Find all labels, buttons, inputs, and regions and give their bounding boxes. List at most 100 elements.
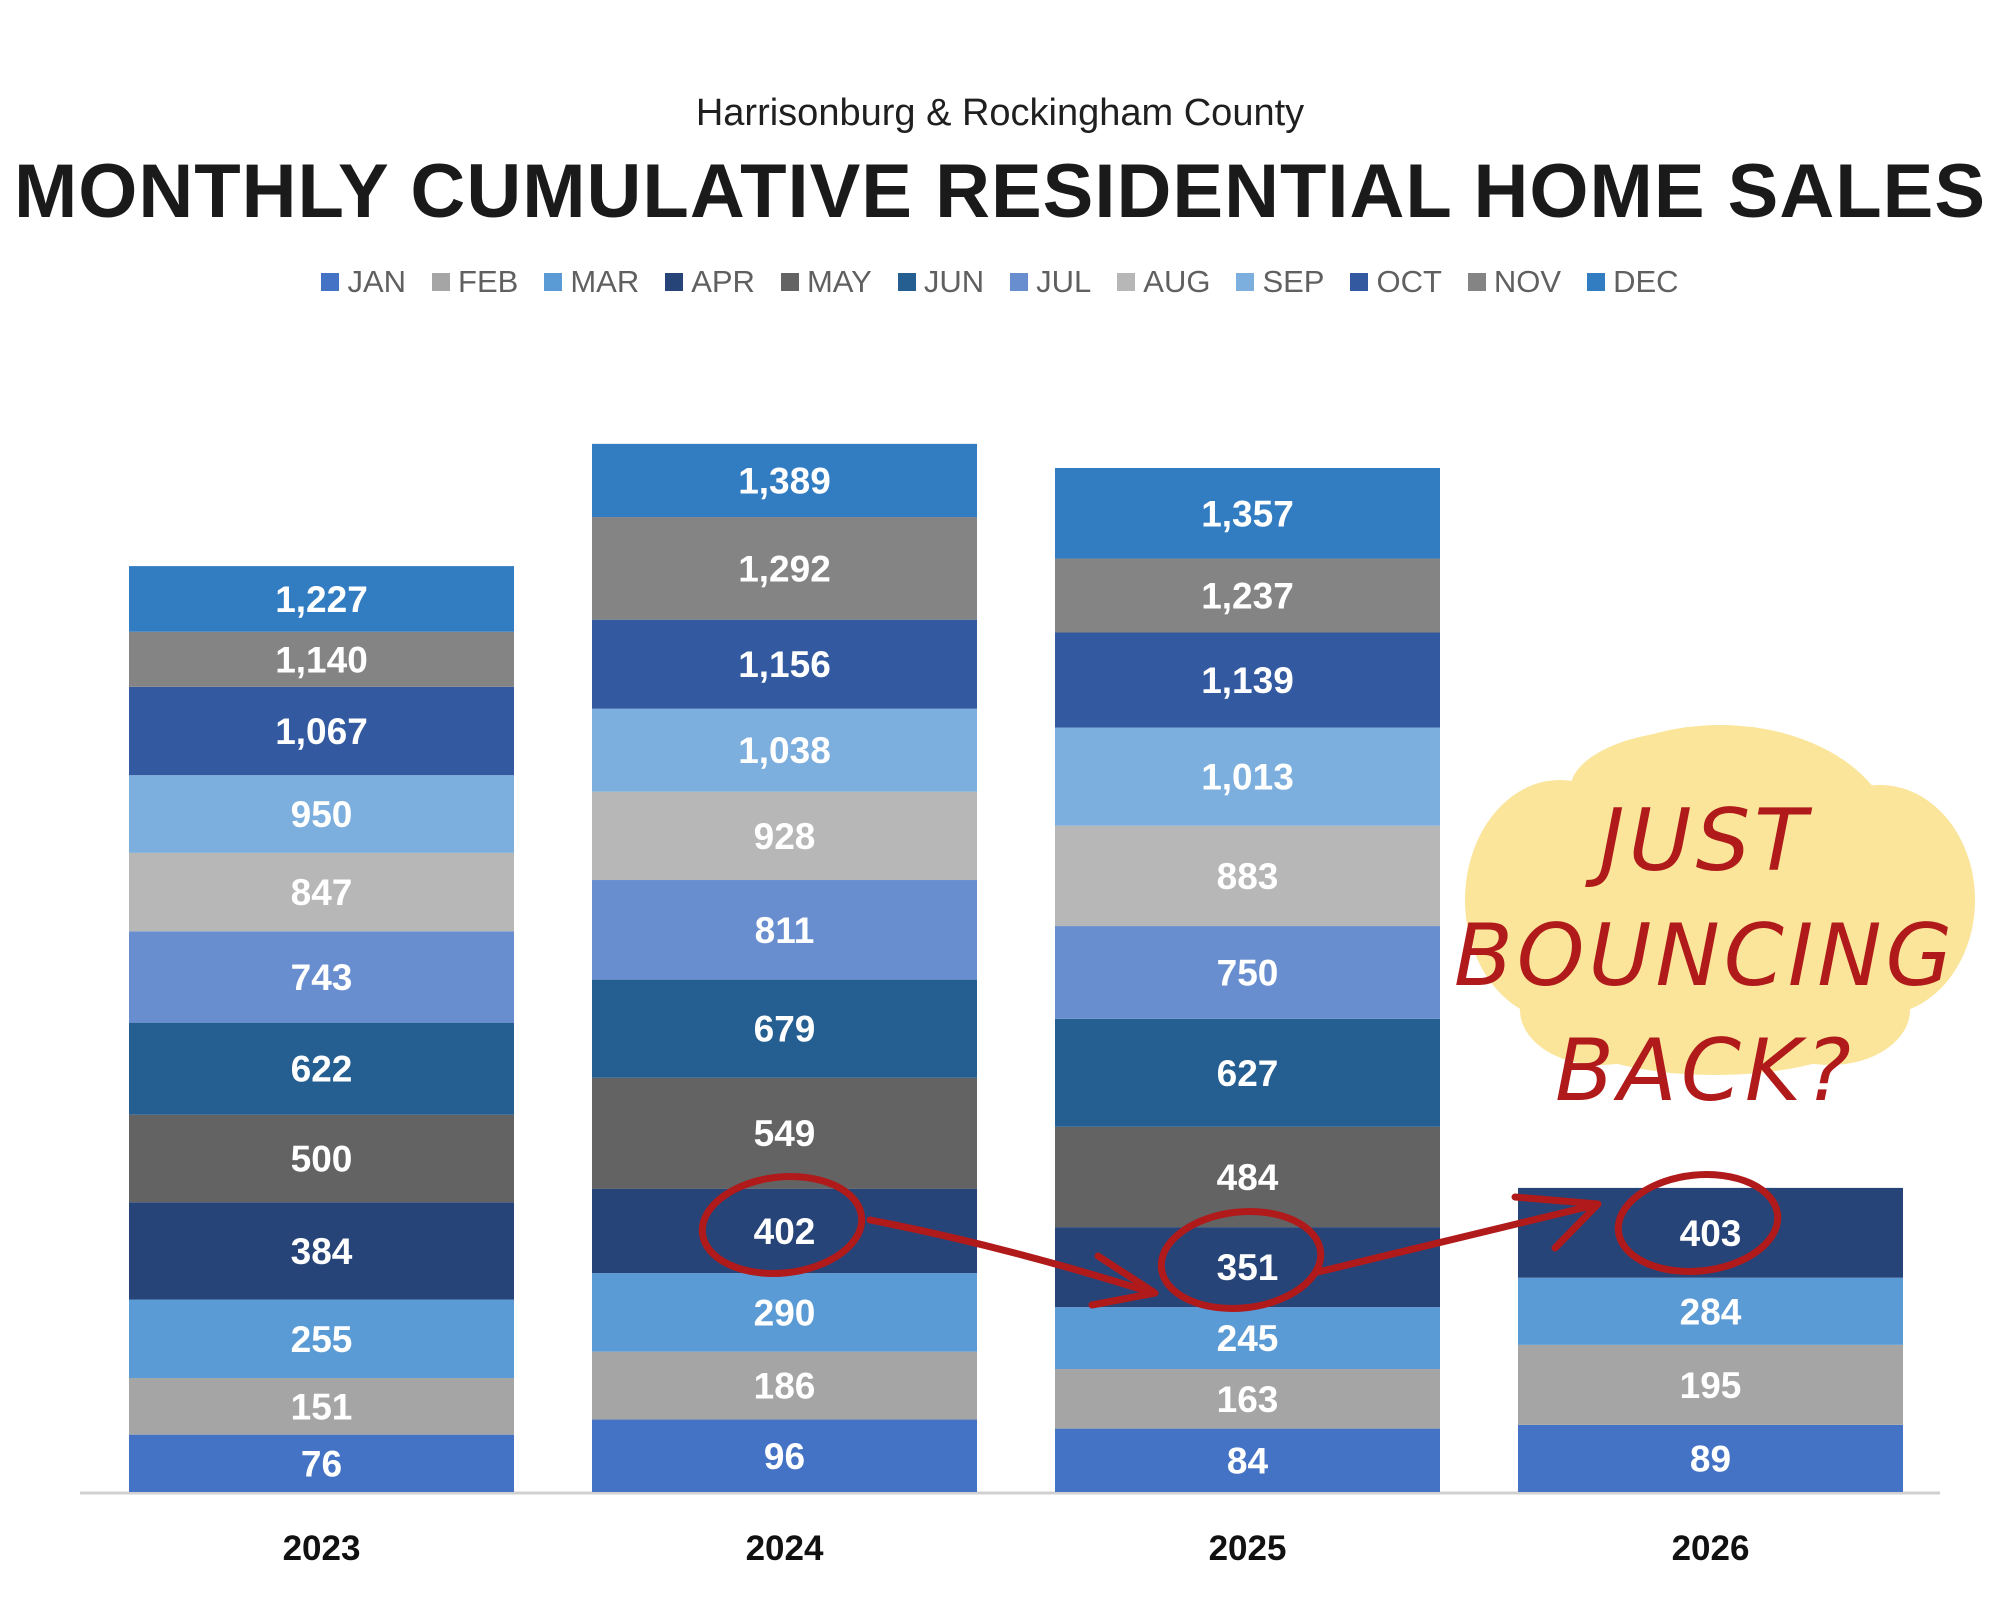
annotation-bubble [1465,725,1975,1075]
legend-swatch [780,273,799,291]
bar-segment-2023-jan [129,1434,514,1492]
legend-label: JAN [347,264,407,299]
bar-segment-2024-mar [592,1273,977,1352]
data-label-2025-dec: 1,357 [1201,493,1294,534]
bar-segment-2025-mar [1055,1307,1440,1370]
bar-segment-2023-dec [129,566,514,632]
data-label-2024-oct: 1,156 [738,644,831,685]
legend-swatch [544,273,563,291]
legend-label: SEP [1262,264,1325,299]
data-label-2023-jun: 622 [291,1049,353,1090]
data-label-2026-apr: 403 [1680,1213,1742,1254]
legend-item-sep: SEP [1236,264,1324,300]
legend-swatch [1236,273,1255,291]
data-label-2024-jan: 96 [764,1436,805,1477]
annotation-text-line-1: JUST [1584,791,1813,891]
legend-item-apr: APR [665,264,755,300]
legend-swatch [321,273,340,291]
legend-item-may: MAY [780,264,872,300]
legend-swatch [897,273,916,291]
bar-segment-2024-nov [592,517,977,620]
data-label-2025-may: 484 [1217,1157,1279,1198]
data-label-2024-sep: 1,038 [738,730,831,771]
data-label-2025-nov: 1,237 [1201,576,1294,617]
bar-segment-2024-aug [592,791,977,881]
data-label-2023-oct: 1,067 [275,711,368,752]
data-label-2025-oct: 1,139 [1201,660,1294,701]
highlight-circle-403 [1614,1171,1782,1275]
bubble-lobe [1520,955,1680,1065]
legend-swatch [1587,273,1606,291]
legend-swatch [432,273,451,291]
data-label-2023-apr: 384 [291,1231,353,1272]
data-label-2025-sep: 1,013 [1201,757,1294,798]
bar-segment-2023-sep [129,775,514,853]
chart-title: MONTHLY CUMULATIVE RESIDENTIAL HOME SALE… [13,149,1987,234]
bar-segment-2023-feb [129,1378,514,1435]
bar-segment-2024-sep [592,708,977,792]
data-label-2026-jan: 89 [1690,1438,1731,1479]
legend-label: MAY [806,264,872,299]
arrow-2024-to-2025 [866,1216,1154,1296]
bar-segment-2025-aug [1055,825,1440,927]
arrow-2025-to-2026 [1314,1201,1599,1276]
legend-item-nov: NOV [1467,264,1561,300]
bar-segment-2025-jun [1055,1018,1440,1127]
legend-label: MAR [570,264,640,299]
legend-item-jan: JAN [321,264,406,300]
legend-label: JUL [1036,264,1092,299]
legend-item-jun: JUN [897,264,985,300]
bar-segment-2023-jun [129,1022,514,1115]
bar-segment-2024-jan [592,1419,977,1492]
annotation-text-line-2: BOUNCING [1454,906,1956,1006]
legend-item-mar: MAR [544,264,639,300]
data-label-2023-sep: 950 [291,794,353,835]
legend-swatch [1350,273,1369,291]
highlight-circle-402 [698,1173,866,1277]
data-label-2023-feb: 151 [291,1386,353,1427]
bar-segment-2023-oct [129,686,514,776]
bar-segment-2023-apr [129,1202,514,1300]
data-label-2023-jul: 743 [291,957,353,998]
data-label-2024-feb: 186 [754,1366,816,1407]
bar-segment-2025-nov [1055,558,1440,633]
data-label-2024-jul: 811 [755,910,815,951]
bar-segment-2024-dec [592,443,977,518]
legend-label: JUN [923,264,985,299]
data-label-2024-apr: 402 [754,1211,816,1252]
bar-segment-2025-jul [1055,926,1440,1019]
data-label-2024-jun: 679 [754,1009,816,1050]
x-tick-label-2025: 2025 [1209,1529,1287,1568]
bar-segment-2025-oct [1055,632,1440,728]
data-label-2023-aug: 847 [291,872,353,913]
bar-segment-2023-jul [129,931,514,1023]
highlight-circle-351 [1157,1208,1325,1312]
bar-segment-2023-nov [129,631,514,687]
bar-segment-2025-jan [1055,1428,1440,1492]
data-label-2023-jan: 76 [301,1443,342,1484]
data-label-2024-may: 549 [754,1113,816,1154]
bar-segment-2026-jan [1518,1424,1903,1492]
data-label-2026-feb: 195 [1680,1365,1742,1406]
bar-segment-2024-jun [592,979,977,1078]
chart-subtitle: Harrisonburg & Rockingham County [695,92,1305,134]
x-tick-label-2026: 2026 [1672,1529,1750,1568]
legend-item-oct: OCT [1350,264,1442,300]
arrow-head-icon [1088,1252,1159,1309]
data-label-2025-mar: 245 [1217,1318,1279,1359]
chart-legend: JAN FEB MAR APR MAY JUN JUL AUG SEP OCT NOV DEC [0,262,2000,302]
legend-swatch [1117,273,1136,291]
data-label-2025-apr: 351 [1217,1247,1279,1288]
legend-label: APR [691,264,755,299]
bubble-lobe [1750,955,1910,1065]
data-label-2023-nov: 1,140 [275,639,368,680]
legend-label: DEC [1613,264,1679,299]
bar-segment-2024-jul [592,880,977,980]
bar-segment-2025-sep [1055,727,1440,826]
legend-item-aug: AUG [1117,264,1210,300]
bar-segment-2024-feb [592,1351,977,1420]
legend-swatch [1467,273,1486,291]
data-label-2024-nov: 1,292 [738,548,831,589]
data-label-2026-mar: 284 [1680,1291,1742,1332]
arrow-head-icon [1511,1193,1602,1252]
